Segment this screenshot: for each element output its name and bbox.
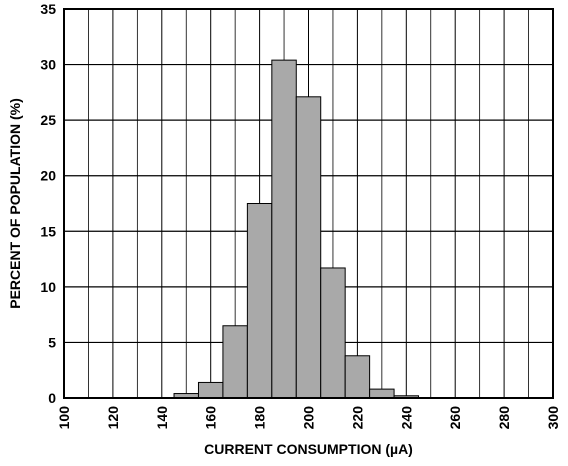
- y-tick-label: 0: [48, 390, 56, 406]
- y-tick-labels: 0 5 10 15 20 25 30 35: [40, 1, 56, 406]
- histogram-bar: [197, 381, 224, 399]
- x-tick-label: 120: [105, 406, 121, 430]
- y-tick-label: 35: [40, 1, 56, 17]
- y-tick-label: 30: [40, 57, 56, 73]
- x-tick-labels: 100 120 140 160 180 200 220 240 260 280 300: [56, 406, 561, 430]
- histogram-bar: [222, 325, 248, 399]
- plot-frame: [63, 8, 554, 399]
- x-tick-label: 220: [349, 406, 365, 430]
- x-tick-label: 260: [447, 406, 463, 430]
- x-tick-label: 140: [154, 406, 170, 430]
- histogram-bar: [295, 96, 322, 399]
- histogram-bar: [369, 388, 395, 399]
- x-tick-label: 180: [252, 406, 268, 430]
- y-tick-label: 10: [40, 279, 56, 295]
- x-tick-label: 160: [203, 406, 219, 430]
- y-tick-label: 5: [48, 334, 56, 350]
- x-tick-label: 200: [301, 406, 317, 430]
- x-axis-title: CURRENT CONSUMPTION (µA): [204, 441, 413, 457]
- bars-layer: [173, 59, 420, 399]
- histogram-bar: [320, 267, 346, 399]
- y-tick-label: 25: [40, 112, 56, 128]
- histogram-bar: [271, 59, 297, 399]
- y-tick-label: 15: [40, 223, 56, 239]
- histogram-bar: [246, 203, 273, 399]
- histogram-bar: [344, 355, 371, 399]
- x-tick-label: 280: [496, 406, 512, 430]
- y-axis-title: PERCENT OF POPULATION (%): [7, 98, 23, 309]
- x-tick-label: 300: [545, 406, 561, 430]
- x-tick-label: 240: [398, 406, 414, 430]
- x-tick-label: 100: [56, 406, 72, 430]
- y-tick-label: 20: [40, 168, 56, 184]
